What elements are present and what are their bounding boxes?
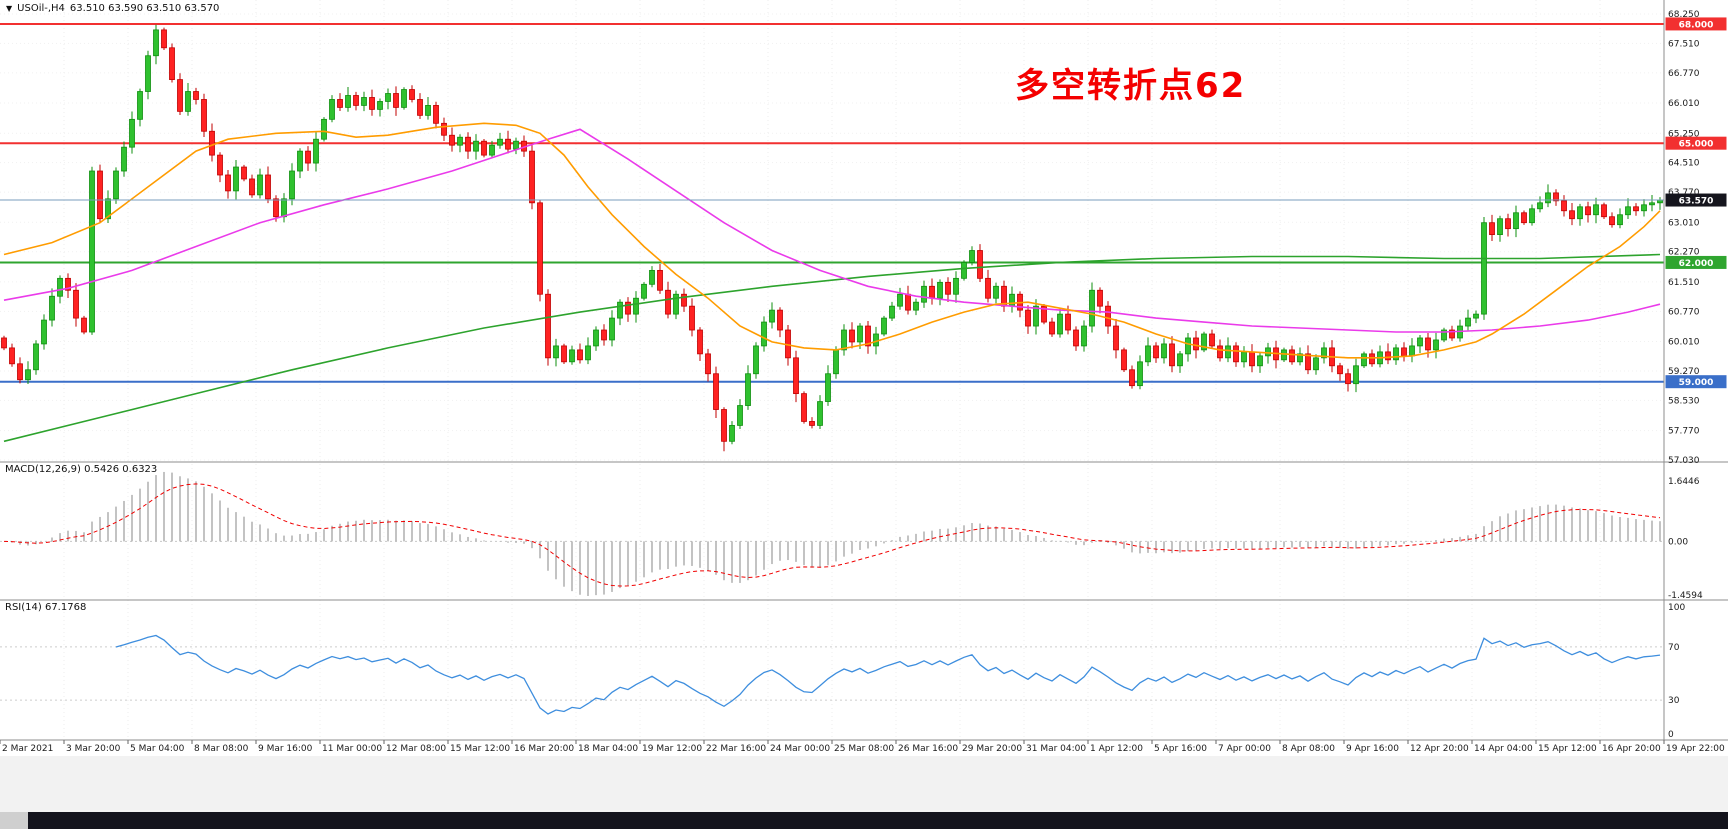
- svg-text:16 Mar 20:00: 16 Mar 20:00: [514, 744, 574, 754]
- svg-text:9 Mar 16:00: 9 Mar 16:00: [258, 744, 313, 754]
- svg-text:100: 100: [1668, 603, 1685, 613]
- svg-text:59.270: 59.270: [1668, 367, 1700, 377]
- svg-text:60.770: 60.770: [1668, 307, 1700, 317]
- svg-text:2 Mar 2021: 2 Mar 2021: [2, 744, 53, 754]
- svg-text:63.570: 63.570: [1679, 197, 1714, 207]
- svg-text:15 Mar 12:00: 15 Mar 12:00: [450, 744, 510, 754]
- symbol-header: ▼ USOil-,H4 63.510 63.590 63.510 63.570: [6, 3, 219, 14]
- macd-histogram: [11, 471, 1661, 596]
- svg-text:31 Mar 04:00: 31 Mar 04:00: [1026, 744, 1086, 754]
- svg-text:8 Mar 08:00: 8 Mar 08:00: [194, 744, 249, 754]
- svg-text:58.530: 58.530: [1668, 396, 1700, 406]
- svg-text:1.6446: 1.6446: [1668, 477, 1700, 487]
- svg-text:19 Mar 12:00: 19 Mar 12:00: [642, 744, 702, 754]
- svg-text:60.010: 60.010: [1668, 338, 1700, 348]
- macd-signal-line: [3, 483, 1661, 587]
- svg-text:3 Mar 20:00: 3 Mar 20:00: [66, 744, 121, 754]
- panel-separators: [0, 0, 1728, 741]
- svg-text:24 Mar 00:00: 24 Mar 00:00: [770, 744, 830, 754]
- svg-text:5 Mar 04:00: 5 Mar 04:00: [130, 744, 185, 754]
- horizontal-scrollbar[interactable]: [0, 812, 1728, 829]
- rsi-indicator-label: RSI(14) 67.1768: [5, 602, 87, 613]
- grid-layer: [0, 0, 1665, 740]
- svg-text:9 Apr 16:00: 9 Apr 16:00: [1346, 744, 1399, 754]
- macd-indicator-label: MACD(12,26,9) 0.5426 0.6323: [5, 464, 158, 475]
- candles-layer: [1, 24, 1663, 452]
- svg-text:30: 30: [1668, 696, 1680, 706]
- ma-mid-magenta: [3, 128, 1661, 333]
- svg-text:63.770: 63.770: [1668, 188, 1700, 198]
- svg-text:67.510: 67.510: [1668, 39, 1700, 49]
- scrollbar-thumb[interactable]: [28, 812, 1728, 829]
- svg-text:12 Mar 08:00: 12 Mar 08:00: [386, 744, 446, 754]
- svg-text:15 Apr 12:00: 15 Apr 12:00: [1538, 744, 1597, 754]
- svg-text:22 Mar 16:00: 22 Mar 16:00: [706, 744, 766, 754]
- svg-text:19 Apr 22:00: 19 Apr 22:00: [1666, 744, 1725, 754]
- svg-text:57.030: 57.030: [1668, 456, 1700, 466]
- horizontal-lines-layer: [0, 22, 1664, 383]
- svg-text:65.000: 65.000: [1679, 140, 1714, 150]
- svg-text:5 Apr 16:00: 5 Apr 16:00: [1154, 744, 1207, 754]
- svg-text:14 Apr 04:00: 14 Apr 04:00: [1474, 744, 1533, 754]
- svg-text:18 Mar 04:00: 18 Mar 04:00: [578, 744, 638, 754]
- svg-text:0.00: 0.00: [1668, 537, 1688, 547]
- chart-annotation-text: 多空转折点62: [1015, 66, 1247, 106]
- svg-text:63.010: 63.010: [1668, 218, 1700, 228]
- ma-fast-orange: [3, 122, 1661, 359]
- svg-text:68.250: 68.250: [1668, 10, 1700, 20]
- window-bottom-strip: [0, 756, 1728, 812]
- svg-text:64.510: 64.510: [1668, 159, 1700, 169]
- svg-text:62.000: 62.000: [1679, 259, 1714, 269]
- svg-text:61.510: 61.510: [1668, 278, 1700, 288]
- ma-slow-green: [3, 253, 1661, 443]
- svg-text:68.000: 68.000: [1679, 20, 1714, 30]
- price-badges: 68.000 65.000 62.000 59.000 63.570: [1665, 17, 1727, 389]
- svg-text:16 Apr 20:00: 16 Apr 20:00: [1602, 744, 1661, 754]
- symbol-dropdown-icon: ▼: [6, 4, 13, 13]
- svg-text:26 Mar 16:00: 26 Mar 16:00: [898, 744, 958, 754]
- svg-text:12 Apr 20:00: 12 Apr 20:00: [1410, 744, 1469, 754]
- price-chart-canvas[interactable]: 68.250 67.510 66.770 66.010 65.250 64.510 63.7…: [0, 0, 1728, 756]
- svg-text:-1.4594: -1.4594: [1668, 591, 1703, 601]
- svg-text:62.270: 62.270: [1668, 248, 1700, 258]
- svg-text:70: 70: [1668, 643, 1680, 653]
- y-axis-labels: 68.250 67.510 66.770 66.010 65.250 64.510 63.7…: [1668, 10, 1703, 740]
- svg-text:66.770: 66.770: [1668, 69, 1700, 79]
- svg-text:29 Mar 20:00: 29 Mar 20:00: [962, 744, 1022, 754]
- svg-text:11 Mar 00:00: 11 Mar 00:00: [322, 744, 382, 754]
- svg-text:66.010: 66.010: [1668, 99, 1700, 109]
- symbol-label: USOil-,H4: [17, 3, 65, 14]
- svg-text:25 Mar 08:00: 25 Mar 08:00: [834, 744, 894, 754]
- svg-text:57.770: 57.770: [1668, 427, 1700, 437]
- svg-text:8 Apr 08:00: 8 Apr 08:00: [1282, 744, 1335, 754]
- svg-text:59.000: 59.000: [1679, 378, 1714, 388]
- svg-text:65.250: 65.250: [1668, 129, 1700, 139]
- svg-text:0: 0: [1668, 730, 1674, 740]
- svg-text:1 Apr 12:00: 1 Apr 12:00: [1090, 744, 1143, 754]
- x-axis-labels: 2 Mar 2021 3 Mar 20:00 5 Mar 04:00 8 Mar 08…: [0, 740, 1725, 754]
- rsi-line: [115, 634, 1661, 715]
- svg-text:7 Apr 00:00: 7 Apr 00:00: [1218, 744, 1271, 754]
- ohlc-quote: 63.510 63.590 63.510 63.570: [69, 3, 220, 14]
- scrollbar-corner: [0, 812, 28, 829]
